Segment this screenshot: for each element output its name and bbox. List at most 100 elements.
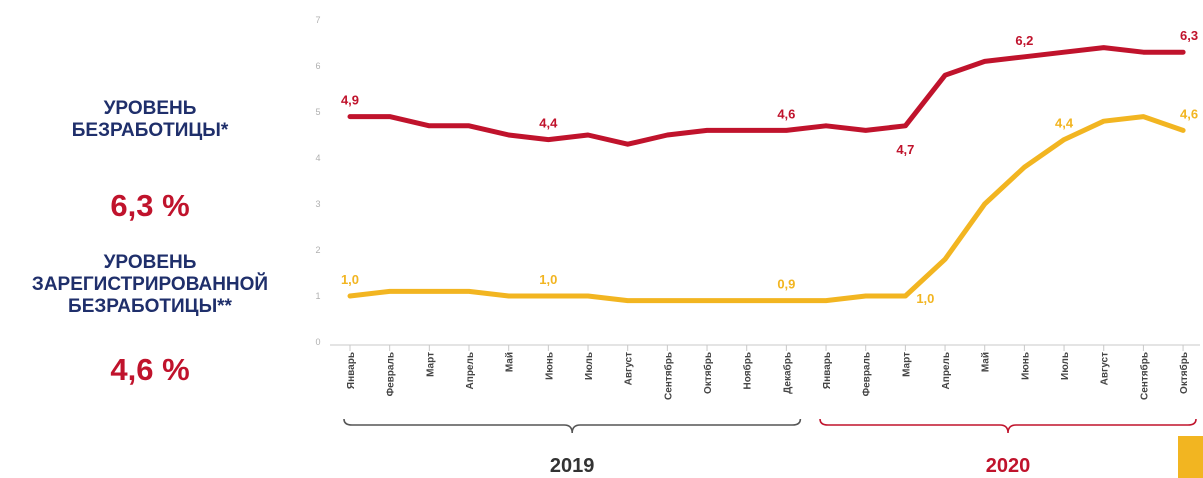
unemployment-data-label: 4,4 — [539, 116, 558, 131]
unemployment-title: УРОВЕНЬ БЕЗРАБОТИЦЫ* — [40, 98, 260, 142]
x-tick-label: Август — [624, 352, 635, 385]
registered-data-point — [626, 299, 630, 303]
x-tick-label: Январь — [346, 352, 357, 389]
unemployment-line-chart: 0 1 2 3 4 5 6 7 Январь Февраль Март Апрель Май Июнь Ию… — [315, 15, 1200, 477]
registered-data-label: 1,0 — [916, 291, 934, 306]
registered-data-point — [507, 294, 511, 298]
y-tick-label: 3 — [315, 199, 320, 209]
unemployment-data-point — [467, 124, 471, 128]
y-tick-label: 6 — [315, 61, 320, 71]
registered-data-point — [1062, 138, 1066, 142]
unemployment-data-point — [348, 115, 352, 119]
registered-data-label: 1,0 — [539, 272, 557, 287]
x-tick-label: Август — [1100, 352, 1111, 385]
unemployment-data-point — [665, 133, 669, 137]
unemployment-series-line — [347, 45, 1186, 147]
registered-data-point — [903, 294, 907, 298]
registered-title-line1: УРОВЕНЬ — [103, 252, 197, 273]
x-tick-label: Июнь — [544, 352, 555, 380]
x-tick-label: Январь — [822, 352, 833, 389]
registered-unemployment-title: УРОВЕНЬ ЗАРЕГИСТРИРОВАННОЙ БЕЗРАБОТИЦЫ** — [0, 252, 300, 318]
registered-data-point — [943, 257, 947, 261]
registered-data-label: 0,9 — [777, 277, 795, 292]
year-label: 2019 — [550, 455, 595, 477]
unemployment-data-point — [427, 124, 431, 128]
x-tick-label: Сентябрь — [1138, 352, 1150, 400]
registered-data-label: 4,6 — [1180, 106, 1198, 121]
x-tick-label: Март — [425, 352, 436, 377]
registered-data-point — [546, 294, 550, 298]
registered-data-point — [1181, 128, 1185, 132]
x-tick-label: Март — [901, 352, 912, 377]
registered-data-point — [427, 289, 431, 293]
unemployment-data-point — [864, 128, 868, 132]
unemployment-data-label: 6,3 — [1180, 28, 1198, 43]
metrics-panel: УРОВЕНЬ БЕЗРАБОТИЦЫ* 6,3 % УРОВЕНЬ ЗАРЕГ… — [0, 0, 300, 478]
registered-data-point — [388, 289, 392, 293]
unemployment-data-point — [705, 128, 709, 132]
unemployment-data-label: 6,2 — [1015, 33, 1033, 48]
registered-data-point — [586, 294, 590, 298]
registered-data-point — [665, 299, 669, 303]
x-tick-label: Февраль — [386, 352, 397, 396]
year-brace-2019 — [343, 418, 802, 434]
registered-title-line3: БЕЗРАБОТИЦЫ** — [68, 296, 232, 317]
x-tick-label: Ноябрь — [742, 352, 754, 389]
unemployment-data-point — [1181, 50, 1185, 54]
unemployment-data-point — [1141, 50, 1145, 54]
unemployment-data-label: 4,6 — [777, 106, 795, 121]
x-tick-label: Май — [505, 352, 516, 372]
unemployment-data-label: 4,7 — [896, 142, 914, 157]
y-tick-label: 0 — [315, 337, 320, 347]
year-label: 2020 — [986, 455, 1031, 477]
unemployment-value: 6,3 % — [110, 188, 190, 223]
unemployment-data-label: 4,9 — [341, 93, 359, 108]
x-tick-label: Октябрь — [702, 352, 714, 394]
unemployment-data-point — [507, 133, 511, 137]
unemployment-data-point — [626, 142, 630, 146]
registered-series-line — [347, 114, 1186, 304]
corner-accent-mark — [1178, 436, 1203, 478]
registered-data-point — [864, 294, 868, 298]
registered-data-point — [348, 294, 352, 298]
x-tick-label: Апрель — [465, 352, 476, 389]
registered-unemployment-value: 4,6 % — [110, 352, 190, 387]
y-tick-label: 5 — [315, 107, 320, 117]
unemployment-data-point — [903, 124, 907, 128]
registered-data-point — [784, 299, 788, 303]
y-tick-label: 7 — [315, 15, 320, 25]
year-brace-2020 — [819, 418, 1197, 434]
unemployment-data-point — [586, 133, 590, 137]
x-tick-label: Октябрь — [1178, 352, 1190, 394]
x-tick-label: Февраль — [862, 352, 873, 396]
unemployment-data-point — [784, 128, 788, 132]
unemployment-title-line1: УРОВЕНЬ — [103, 98, 197, 119]
unemployment-data-point — [546, 138, 550, 142]
x-tick-label: Июнь — [1020, 352, 1031, 380]
unemployment-title-line2: БЕЗРАБОТИЦЫ* — [71, 120, 229, 141]
x-tick-label: Июль — [584, 352, 595, 380]
unemployment-data-point — [943, 73, 947, 77]
y-tick-label: 1 — [315, 291, 320, 301]
registered-data-point — [983, 202, 987, 206]
registered-data-point — [745, 299, 749, 303]
x-tick-label: Июль — [1060, 352, 1071, 380]
unemployment-data-point — [1022, 55, 1026, 59]
registered-data-point — [705, 299, 709, 303]
unemployment-data-point — [1102, 46, 1106, 50]
unemployment-data-point — [745, 128, 749, 132]
unemployment-data-point — [1062, 50, 1066, 54]
y-tick-label: 2 — [315, 245, 320, 255]
x-tick-label: Декабрь — [781, 352, 793, 394]
x-tick-label: Сентябрь — [662, 352, 674, 400]
unemployment-data-point — [983, 59, 987, 63]
registered-title-line2: ЗАРЕГИСТРИРОВАННОЙ — [31, 274, 269, 295]
registered-data-point — [1022, 165, 1026, 169]
registered-data-point — [1141, 115, 1145, 119]
registered-data-point — [824, 299, 828, 303]
registered-data-point — [467, 289, 471, 293]
unemployment-data-point — [388, 115, 392, 119]
unemployment-data-point — [824, 124, 828, 128]
x-tick-label: Май — [981, 352, 992, 372]
y-tick-label: 4 — [315, 153, 320, 163]
